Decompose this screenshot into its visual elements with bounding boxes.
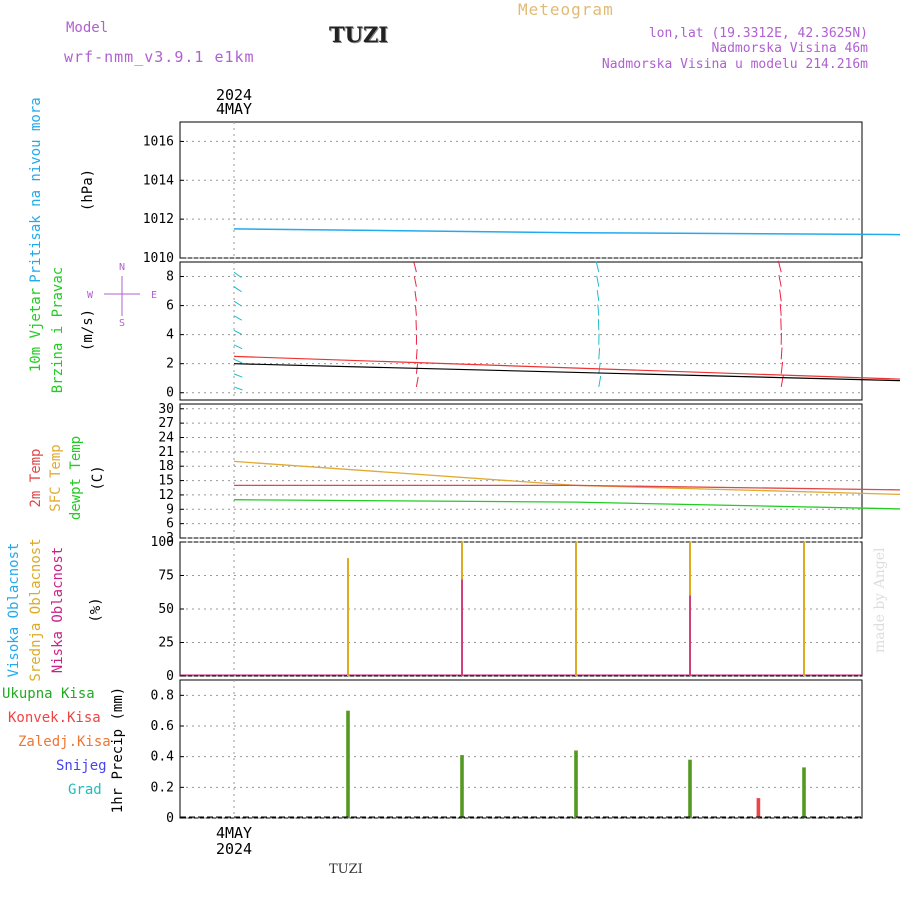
cloud-bar-1-2 xyxy=(575,542,577,676)
ytick-label-2-2: 9 xyxy=(166,502,174,517)
precip-legend-3: Snijeg xyxy=(56,758,107,774)
ytick-label-2-1: 6 xyxy=(166,517,174,532)
elevation-label: Nadmorska Visina 46m xyxy=(711,41,868,56)
compass-s: S xyxy=(119,318,125,329)
pressure-axis-name: Pritisak na nivou mora xyxy=(28,97,44,282)
dewpoint-axis-label: dewpt Temp xyxy=(68,436,84,520)
precip-bar-0-4 xyxy=(802,767,806,818)
ytick-label-0-1: 1012 xyxy=(143,212,174,227)
temp2m-axis-label: 2m Temp xyxy=(28,448,44,507)
cloud-axis-unit: (%) xyxy=(88,597,104,622)
ytick-label-1-0: 0 xyxy=(166,386,174,401)
precip-bar-0-3 xyxy=(688,759,692,818)
ytick-label-3-2: 50 xyxy=(158,602,174,617)
precip-legend-2: Zaledj.Kisa xyxy=(18,734,111,750)
low-cloud-axis-label: Niska Oblacnost xyxy=(50,547,66,673)
bottom-year-label: 2024 xyxy=(216,840,252,858)
ytick-label-3-4: 100 xyxy=(151,535,174,550)
ytick-label-4-3: 0.6 xyxy=(151,719,174,734)
model-label: Model xyxy=(66,20,109,36)
temp-axis-unit: (C) xyxy=(90,465,106,490)
model-elevation-label: Nadmorska Visina u modelu 214.216m xyxy=(601,57,868,72)
wind-barbs xyxy=(233,260,784,391)
panel-frame-1 xyxy=(179,261,863,401)
coords-label: lon,lat (19.3312E, 42.3625N) xyxy=(648,26,868,41)
ytick-label-2-8: 27 xyxy=(158,416,174,431)
ytick-label-1-3: 6 xyxy=(166,299,174,314)
wind-axis-unit: (m/s) xyxy=(80,309,96,351)
cloud-bar-1-0 xyxy=(347,558,349,676)
precip-legend-1: Konvek.Kisa xyxy=(8,710,101,726)
cloud-bar-2-0 xyxy=(461,579,463,676)
ytick-label-2-5: 18 xyxy=(158,459,174,474)
wind-axis-sub: Brzina i Pravac xyxy=(50,267,66,393)
compass-n: N xyxy=(119,262,125,273)
top-year-label: 2024 xyxy=(216,86,252,104)
ytick-label-3-0: 0 xyxy=(166,669,174,684)
ytick-label-1-1: 2 xyxy=(166,357,174,372)
ytick-label-0-3: 1016 xyxy=(143,134,174,149)
panel-frame-2 xyxy=(179,403,863,539)
bottom-day-label-0: 4MAY xyxy=(216,824,252,842)
pressure-axis-unit: (hPa) xyxy=(80,169,96,211)
ytick-label-2-6: 21 xyxy=(158,445,174,460)
footer-station: TUZI xyxy=(329,862,363,877)
panel-frame-0 xyxy=(179,121,863,259)
ytick-label-4-2: 0.4 xyxy=(151,750,175,765)
precip-bar-0-0 xyxy=(346,710,350,818)
precip-axis-unit: 1hr Precip (mm) xyxy=(110,687,126,813)
ytick-label-2-0: 3 xyxy=(166,531,174,546)
ytick-label-4-1: 0.2 xyxy=(151,780,174,795)
product-title: Meteogram xyxy=(518,0,614,19)
ytick-label-3-3: 75 xyxy=(158,569,174,584)
precip-bar-0-1 xyxy=(460,755,464,818)
station-title: TUZI xyxy=(329,22,389,47)
ytick-label-4-4: 0.8 xyxy=(151,688,174,703)
panel-frame-4 xyxy=(179,679,863,819)
ytick-label-2-9: 30 xyxy=(158,402,174,417)
ytick-label-2-3: 12 xyxy=(158,488,174,503)
mid-cloud-axis-label: Srednja Oblacnost xyxy=(28,538,44,681)
top-day-label-0: 4MAY xyxy=(216,100,252,118)
ytick-label-2-7: 24 xyxy=(158,431,174,446)
precip-legend-0: Ukupna Kisa xyxy=(2,686,95,702)
ytick-label-1-4: 8 xyxy=(166,270,174,285)
ytick-label-0-2: 1014 xyxy=(143,173,174,188)
precip-bar-0-2 xyxy=(574,750,578,818)
ytick-label-0-0: 1010 xyxy=(143,251,174,266)
ytick-label-1-2: 4 xyxy=(166,328,174,343)
precip-bar-1-0 xyxy=(756,798,761,818)
ytick-label-3-1: 25 xyxy=(158,636,174,651)
cloud-bar-2-1 xyxy=(689,595,691,676)
sfc-temp-axis-label: SFC Temp xyxy=(48,444,64,511)
cloud-bar-1-4 xyxy=(803,542,805,676)
compass-e: E xyxy=(151,290,157,301)
wind-axis-name: 10m Vjetar xyxy=(28,288,44,372)
precip-legend-4: Grad xyxy=(68,782,102,798)
ytick-label-2-4: 15 xyxy=(158,474,174,489)
panel-frame-3 xyxy=(179,541,863,677)
model-name: wrf-nmm_v3.9.1 e1km xyxy=(64,48,255,66)
compass-w: W xyxy=(87,290,94,301)
high-cloud-axis-label: Visoka Oblacnost xyxy=(6,543,22,678)
ytick-label-4-0: 0 xyxy=(166,811,174,826)
